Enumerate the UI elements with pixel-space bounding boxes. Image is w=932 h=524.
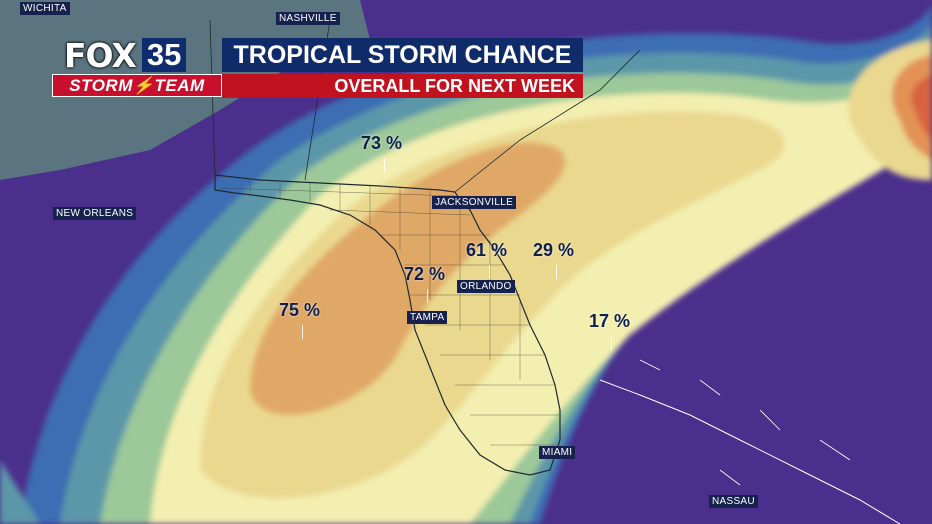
fox-text: FOX (64, 35, 137, 75)
prob-tick-atlantic-east (556, 265, 557, 279)
prob-band-southwest (0, 460, 40, 524)
state-borders (209, 19, 641, 193)
prob-label-gulf: 75 % (279, 300, 321, 320)
channel-number: 35 (141, 38, 187, 72)
city-label-tampa: TAMPA (407, 311, 448, 324)
prob-label-atlantic-east: 29 % (533, 240, 575, 260)
city-label-orlando: ORLANDO (457, 280, 515, 293)
city-label-nashville: NASHVILLE (276, 12, 340, 25)
prob-tick-northeast (489, 265, 490, 279)
city-label-miami: MIAMI (539, 446, 576, 459)
prob-tick-gulf (302, 325, 303, 339)
cuba-outline (599, 379, 901, 524)
city-label-new-orleans: NEW ORLEANS (53, 207, 137, 220)
headline-title: TROPICAL STORM CHANCE (222, 38, 583, 72)
prob-label-central: 72 % (404, 264, 446, 284)
prob-band-orange (250, 142, 566, 416)
fox35-wordmark: FOX 35 (64, 35, 187, 75)
city-label-wichita: WICHITA (20, 2, 70, 15)
prob-tick-north (384, 158, 385, 172)
prob-band-east-red (911, 75, 932, 140)
prob-tick-central (427, 289, 428, 303)
prob-label-atlantic-south: 17 % (589, 311, 631, 331)
storm-team-badge: STORM⚡TEAM (52, 74, 222, 97)
city-label-jacksonville: JACKSONVILLE (432, 196, 517, 209)
prob-label-north: 73 % (361, 133, 403, 153)
city-label-nassau: NASSAU (709, 495, 758, 508)
headline-subtitle: OVERALL FOR NEXT WEEK (222, 74, 583, 98)
bahamas-outline (639, 359, 851, 486)
prob-tick-atlantic-south (611, 336, 612, 350)
storm-text: STORM (69, 76, 133, 95)
county-lines (219, 180, 560, 446)
prob-label-northeast: 61 % (466, 240, 508, 260)
prob-band-yellow (200, 111, 785, 499)
fox35-logo: FOX 35 STORM⚡TEAM (52, 35, 222, 97)
lightning-icon: ⚡ (132, 76, 155, 95)
team-text: TEAM (154, 76, 205, 95)
